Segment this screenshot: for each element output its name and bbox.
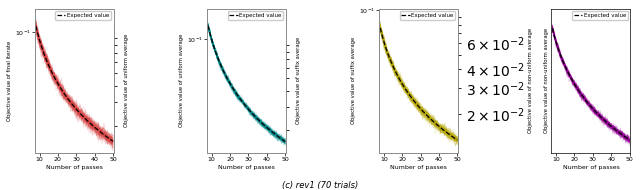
Y-axis label: Objective value of final iterate: Objective value of final iterate — [7, 41, 12, 121]
Y-axis label: Objective value of uniform average: Objective value of uniform average — [179, 34, 184, 127]
Y-axis label: Objective value of uniform average: Objective value of uniform average — [124, 34, 129, 127]
Y-axis label: Objective value of non-uniform average: Objective value of non-uniform average — [527, 28, 532, 133]
X-axis label: Number of passes: Number of passes — [46, 165, 103, 170]
Y-axis label: Objective value of suffix average: Objective value of suffix average — [296, 37, 301, 124]
Legend: Expected value: Expected value — [400, 11, 456, 20]
Y-axis label: Objective value of suffix average: Objective value of suffix average — [351, 37, 356, 124]
Legend: Expected value: Expected value — [56, 11, 111, 20]
Legend: Expected value: Expected value — [572, 11, 628, 20]
Y-axis label: Objective value of non-uniform average: Objective value of non-uniform average — [543, 28, 548, 133]
X-axis label: Number of passes: Number of passes — [218, 165, 275, 170]
Text: (c) rev1 (70 trials): (c) rev1 (70 trials) — [282, 181, 358, 190]
Legend: Expected value: Expected value — [228, 11, 284, 20]
X-axis label: Number of passes: Number of passes — [563, 165, 620, 170]
X-axis label: Number of passes: Number of passes — [390, 165, 447, 170]
